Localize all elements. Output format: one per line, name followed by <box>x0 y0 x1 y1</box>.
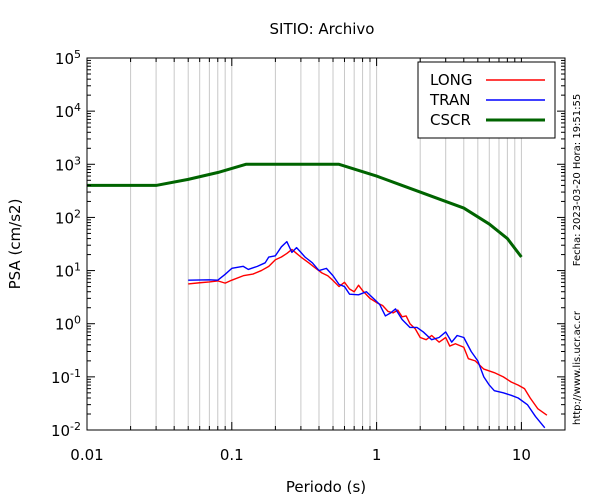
x-tick-label: 1 <box>372 446 382 464</box>
x-tick-labels: 0.01 0.1 1 10 <box>70 446 531 464</box>
legend-label-cscr: CSCR <box>430 111 471 129</box>
series-line-cscr <box>87 162 523 258</box>
x-tick-label: 0.01 <box>70 446 103 464</box>
axis-ticks <box>86 57 566 431</box>
series-line-tran <box>188 240 546 429</box>
legend-label-tran: TRAN <box>429 91 470 109</box>
x-tick-label: 10 <box>512 446 531 464</box>
y-axis-label: PSA (cm/s2) <box>6 199 24 290</box>
y-tick-label: 103 <box>55 154 81 174</box>
y-tick-label: 104 <box>55 101 81 121</box>
url-text: http://www.lis.ucr.ac.cr <box>572 310 583 425</box>
chart-title: SITIO: Archivo <box>270 20 375 38</box>
y-tick-label: 101 <box>55 261 81 281</box>
y-tick-labels: 10-2 10-1 100 101 102 103 104 105 <box>51 48 81 440</box>
y-tick-label: 10-1 <box>51 367 81 387</box>
y-tick-label: 10-2 <box>51 420 81 440</box>
grid <box>130 58 522 430</box>
legend: LONG TRAN CSCR <box>417 61 556 139</box>
y-tick-label: 102 <box>55 207 81 227</box>
x-tick-label: 0.1 <box>220 446 244 464</box>
series-layer <box>87 162 548 429</box>
legend-label-long: LONG <box>430 71 472 89</box>
y-tick-label: 100 <box>55 314 81 334</box>
y-tick-label: 105 <box>55 48 81 68</box>
plot-frame <box>86 57 566 431</box>
timestamp-text: Fecha: 2023-03-20 Hora: 19:51:55 <box>572 94 583 267</box>
x-axis-label: Periodo (s) <box>286 478 366 496</box>
series-line-long <box>188 248 548 416</box>
